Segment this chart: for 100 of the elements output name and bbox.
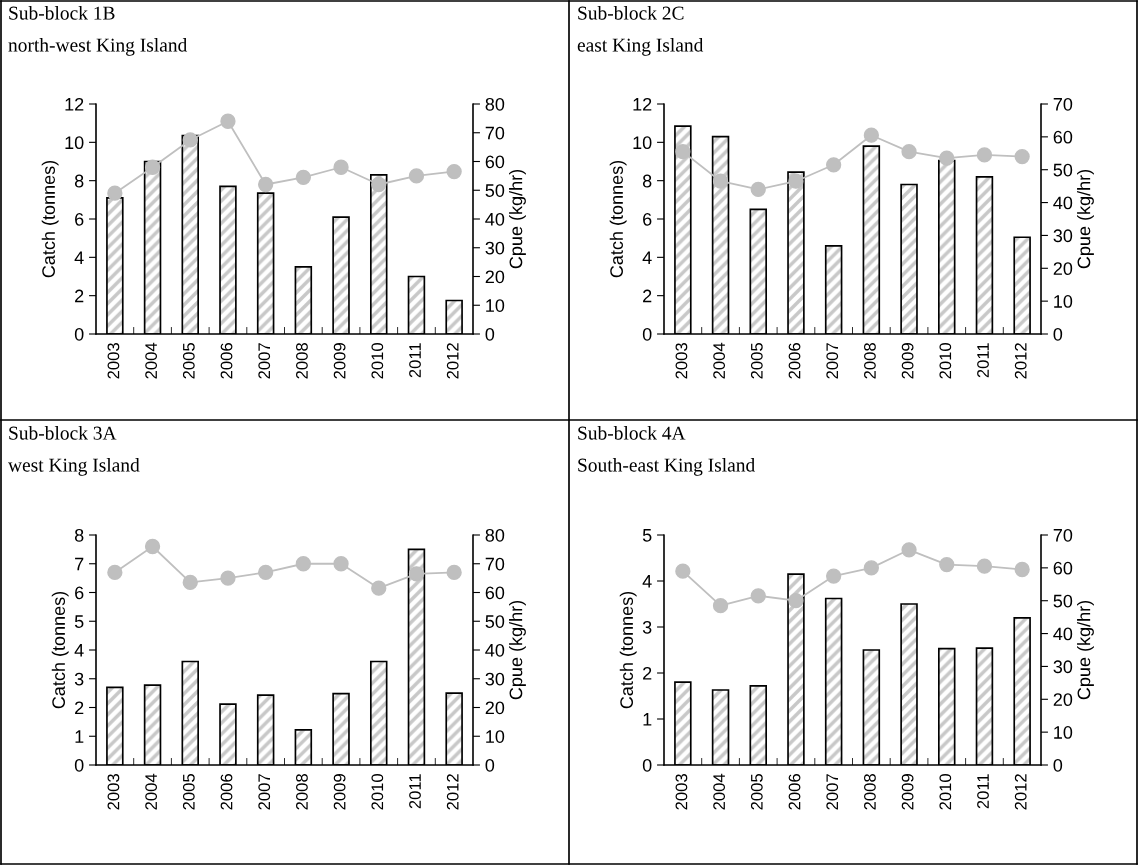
x-tick-label: 2011 [977,774,989,809]
point [220,113,236,129]
point [675,144,691,160]
x-tick-label: 2004 [145,773,158,810]
y-tick-label: 2 [75,289,84,303]
y-tick-label: 6 [75,212,84,226]
point [1014,561,1030,578]
y2-axis-title: Cpue (kg/hr) [509,169,526,269]
y-tick-label: 2 [75,701,84,715]
y-tick-label: 6 [75,586,84,600]
x-tick-label: 2004 [145,342,158,379]
point [408,168,425,184]
point [107,185,123,201]
x-tick-label: 2005 [182,343,195,379]
y-tick-label: 5 [642,529,652,542]
y-tick-label: 10 [65,136,84,150]
y-tick-label: 2 [643,666,652,680]
x-tick-label: 2006 [788,343,801,379]
point [750,588,766,604]
y2-tick-label: 40 [485,643,505,657]
x-tick-label: 2007 [826,343,839,379]
y-tick-label: 0 [642,758,652,772]
chart-subtitle: east King Island [577,38,704,56]
y2-tick-label: 30 [485,241,505,255]
y-tick-label: 0 [74,327,84,341]
y-tick-label: 3 [74,672,84,686]
point [675,563,691,579]
point [446,163,462,180]
x-tick-label: 2003 [675,774,688,810]
y-tick-label: 10 [633,136,652,150]
x-tick-label: 2009 [901,774,914,810]
y2-tick-label: 30 [485,672,505,686]
point [826,568,842,584]
chart-subtitle: north-west King Island [8,38,188,56]
point [295,169,311,185]
y-tick-label: 4 [642,251,652,264]
chart-title: Sub-block 1B [9,6,115,20]
y-tick-label: 4 [74,644,84,657]
y2-tick-label: 50 [485,184,505,197]
point [901,542,917,558]
y-tick-label: 8 [74,174,84,188]
point [408,566,425,582]
y-tick-label: 7 [75,557,84,571]
y2-tick-label: 50 [1053,594,1073,608]
y-tick-label: 2 [643,289,652,303]
point [863,127,879,143]
y2-tick-label: 20 [485,701,505,715]
point [750,181,766,198]
y2-tick-label: 60 [485,586,505,600]
point [1014,148,1030,165]
x-tick-label: 2010 [939,342,952,379]
y2-tick-label: 50 [485,615,505,628]
x-tick-label: 2009 [333,343,346,379]
x-tick-label: 2010 [371,342,384,379]
point [295,556,311,572]
y-tick-label: 1 [75,730,84,743]
x-tick-label: 2010 [371,773,384,810]
point [976,147,993,163]
x-tick-label: 2009 [333,774,346,810]
y-tick-label: 12 [633,97,652,111]
x-tick-label: 2003 [675,343,688,379]
y-axis-title: Catch (tonnes) [619,591,637,709]
x-tick-label: 2011 [409,774,421,809]
x-tick-label: 2004 [713,773,726,810]
x-tick-label: 2012 [1014,343,1027,379]
y2-tick-label: 70 [485,557,505,571]
y2-tick-label: 10 [1054,295,1073,308]
x-tick-label: 2008 [864,774,876,810]
y-tick-label: 0 [74,758,84,772]
point [144,159,161,175]
y2-tick-label: 10 [1054,726,1073,739]
point [712,173,729,189]
point [333,556,349,572]
point [371,580,387,596]
point [788,173,804,189]
x-tick-label: 2007 [826,774,839,810]
x-tick-label: 2006 [220,774,233,810]
point [446,564,462,581]
y2-tick-label: 70 [485,126,505,140]
x-tick-label: 2004 [713,342,726,379]
x-tick-label: 2012 [446,774,459,810]
chart-title: Sub-block 2C [578,6,684,20]
y2-axis-title: Cpue (kg/hr) [1077,169,1094,269]
y2-tick-label: 0 [1053,758,1063,772]
x-tick-label: 2009 [901,343,914,379]
x-tick-label: 2003 [107,774,120,810]
point [258,176,274,193]
point [788,593,804,609]
x-tick-label: 2008 [296,343,308,379]
point [901,144,917,160]
chart-title: Sub-block 3A [9,426,117,440]
y-tick-label: 5 [74,615,84,628]
x-tick-label: 2012 [446,343,459,379]
y-tick-label: 12 [65,97,84,111]
point [107,564,123,581]
point [939,150,955,166]
y2-tick-label: 20 [1053,262,1073,276]
x-tick-label: 2003 [107,343,120,379]
y2-tick-label: 20 [1053,693,1073,707]
x-tick-label: 2006 [220,343,233,379]
